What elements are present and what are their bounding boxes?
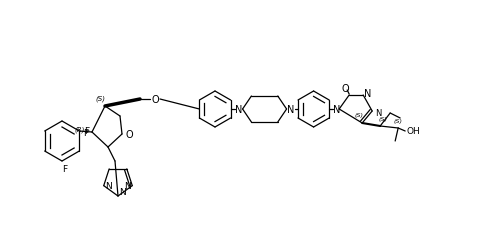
Text: F: F [83, 128, 89, 137]
Text: (R): (R) [75, 126, 85, 133]
Text: F: F [63, 164, 68, 173]
Text: N: N [124, 181, 131, 190]
Text: (S): (S) [354, 113, 364, 118]
Text: N: N [235, 105, 242, 114]
Text: O: O [151, 95, 159, 105]
Text: O: O [341, 84, 349, 94]
Text: N: N [375, 109, 382, 118]
Text: N: N [119, 188, 125, 197]
Text: N: N [106, 181, 112, 190]
Text: (S): (S) [394, 118, 403, 123]
Text: (S): (S) [95, 95, 105, 102]
Text: N: N [287, 105, 294, 114]
Text: F: F [84, 127, 89, 136]
Text: N: N [364, 89, 372, 98]
Text: OH: OH [406, 127, 420, 136]
Text: N: N [333, 105, 341, 114]
Text: O: O [125, 129, 133, 139]
Text: (S): (S) [379, 117, 387, 122]
